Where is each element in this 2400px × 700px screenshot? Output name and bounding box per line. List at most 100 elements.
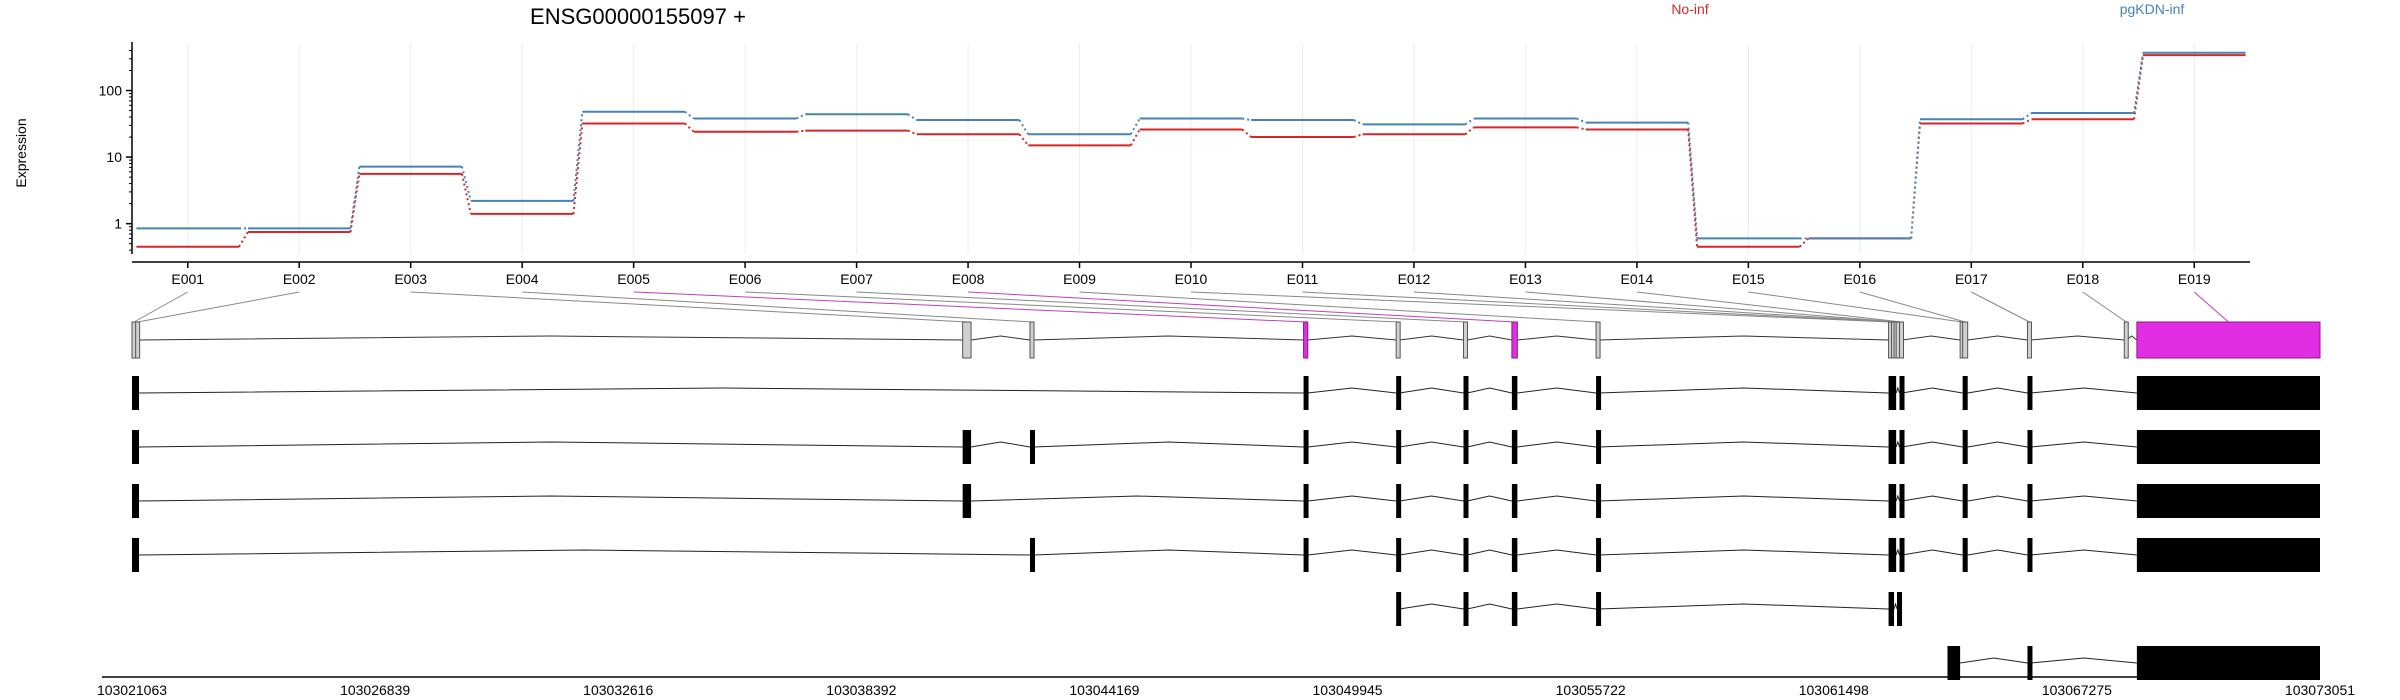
transcript-exon-block [2136,538,2320,572]
transcript-exon-block [1596,538,1602,572]
exon-box-e009 [1595,321,1601,359]
intron-line [1307,441,1397,448]
series-connector [796,129,806,133]
intron-line [1399,335,1464,341]
intron-line [1399,387,1464,394]
transcript-exon-block [1511,538,1518,572]
intron-line [1967,335,2028,341]
intron-line [2030,335,2125,341]
transcript-exon-block [1888,484,1897,518]
x-tick-label-e011: E011 [1287,271,1319,287]
series-connector [572,111,584,201]
series-connector [684,110,695,120]
series-connector [1576,126,1586,131]
intron-line [1467,549,1513,556]
transcript-tracks [131,321,2321,680]
transcript-exon-block [1303,484,1309,518]
legend-label-no-inf: No-inf [1671,1,1708,17]
x-tick-label-e003: E003 [394,271,427,287]
intron-line [1467,603,1513,610]
exon-box-e007 [1462,321,1468,359]
y-tick-label: 1 [114,216,122,232]
series-connector [1464,117,1475,126]
intron-line [1895,494,1900,502]
exon-connector-e019 [2193,291,2229,323]
x-tick-label-e012: E012 [1398,271,1431,287]
intron-line [1598,549,1889,556]
exon-connector-e017 [1971,291,2030,323]
genomic-tick-label: 103067275 [2042,682,2112,698]
genomic-tick-label: 103044169 [1069,682,1139,698]
x-tick-label-e015: E015 [1732,271,1765,287]
x-tick-label-e017: E017 [1955,271,1988,287]
intron-line [1598,603,1889,610]
transcript-exon-block [1947,646,1961,680]
exon-connector-e007 [856,291,1466,323]
intron-line [1467,335,1512,341]
intron-line [139,441,963,448]
intron-line [1901,387,1963,394]
exon-box-e008 [1511,321,1518,359]
intron-line [1307,495,1397,502]
series-connector [1910,123,1922,239]
series-connector [1129,128,1141,146]
exon-connector-e003 [410,291,967,323]
x-tick-label-e013: E013 [1509,271,1542,287]
series-connector [1018,133,1030,146]
transcript-exon-block [1303,538,1309,572]
series-connector [1242,117,1252,122]
transcript-exon-block [1596,376,1602,410]
transcript-row [1396,592,1903,626]
exon-connector-e009 [1079,291,1599,323]
series-connector [2022,118,2032,125]
transcript-exon-block [962,484,972,518]
exon-connector-e002 [137,291,300,323]
intron-line [1895,548,1900,556]
transcript-exon-block [1396,484,1402,518]
exon-box-e002 [135,321,141,359]
x-tick-label-e014: E014 [1621,271,1654,287]
exon-connector-e014 [1636,291,1902,323]
x-tick-label-e006: E006 [729,271,762,287]
series-connector [1687,122,1699,239]
intron-line [1901,549,1963,556]
series-connector [572,123,584,215]
intron-line [2030,549,2137,556]
intron-line [1967,387,2028,394]
x-tick-label-e019: E019 [2178,271,2211,287]
exon-box-e005 [1303,321,1309,359]
genomic-tick-label: 103073051 [2285,682,2355,698]
exon-connector-e006 [745,291,1399,323]
intron-line [971,495,1304,502]
intron-line [1467,441,1513,448]
transcript-exon-block [1030,538,1036,572]
transcript-exon-block [2136,376,2320,410]
genomic-tick-label: 103038392 [826,682,896,698]
chart-title: ENSG00000155097 + [530,4,746,29]
transcript-exon-block [1888,538,1897,572]
transcript-exon-block [2136,430,2320,464]
transcript-exon-block [2136,646,2320,680]
transcript-exon-block [1962,376,1968,410]
intron-line [1901,335,1961,341]
exon-connectors [133,291,2229,323]
intron-line [1033,549,1304,556]
intron-line [1598,335,1889,341]
series-connector [1464,126,1475,136]
transcript-exon-block [1899,430,1905,464]
series-connector [1576,117,1587,124]
exon-box-e014 [1899,321,1905,359]
intron-line [1467,387,1513,394]
transcript-exon-block [1888,430,1897,464]
x-tick-label-e001: E001 [171,271,204,287]
exon-connector-e013 [1525,291,1899,323]
exon-box-e017 [2026,321,2032,359]
intron-line [2030,657,2137,664]
series-connector [795,113,806,120]
transcript-exon-block [132,484,140,518]
transcript-exon-block [1888,376,1897,410]
exon-connector-e005 [633,291,1306,323]
intron-line [1467,495,1513,502]
exon-box-e006 [1395,321,1401,359]
intron-line [139,335,963,341]
